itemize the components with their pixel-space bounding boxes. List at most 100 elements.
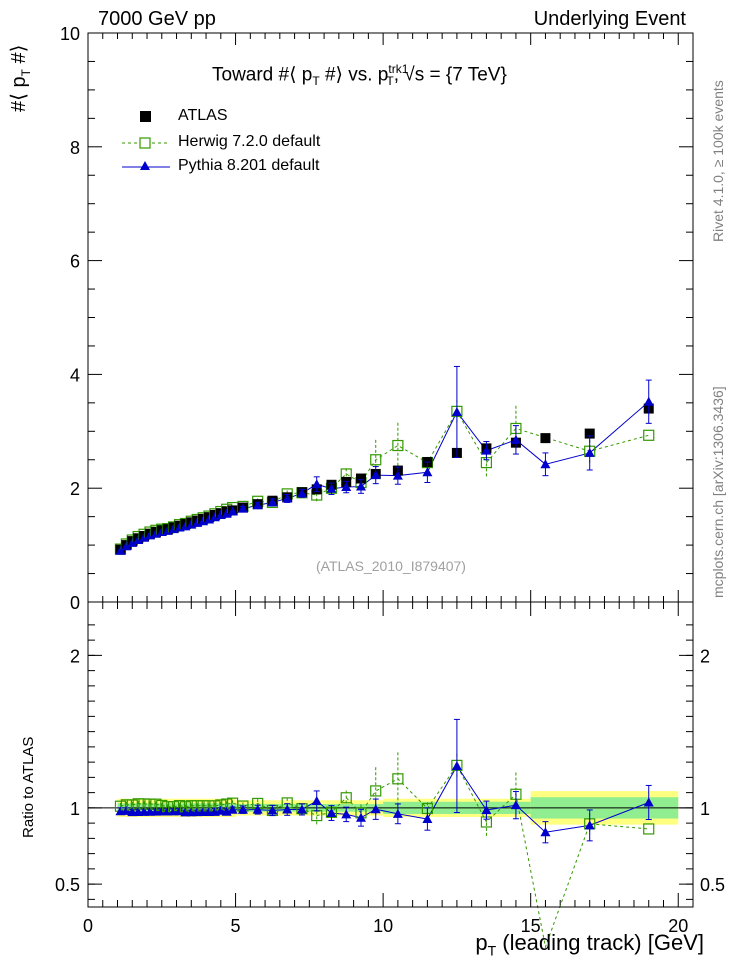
ratio-panel-frame [87, 601, 694, 908]
pythia-marker [643, 396, 654, 406]
ratio-panel-markers [114, 718, 655, 949]
pythia-marker [392, 470, 403, 480]
plot-title: Toward #⟨ pT #⟩ vs. ptrk1T, √s = {7 TeV} [212, 62, 507, 88]
pythia-ratio-marker [215, 805, 226, 815]
pythia-ratio-marker [643, 797, 654, 807]
title-post: , √s = {7 TeV} [393, 64, 507, 86]
x-axis-label: pT (leading track) [GeV] [475, 930, 704, 958]
pythia-ratio-marker [267, 805, 278, 815]
legend-markers [122, 111, 170, 170]
analysis-watermark: (ATLAS_2010_I879407) [316, 558, 466, 574]
pythia-marker [422, 467, 433, 477]
y-tick-label-top: 2 [70, 479, 80, 499]
y-tick-label-top: 10 [60, 24, 80, 44]
pythia-ratio-marker [370, 804, 381, 814]
legend-pythia-marker [140, 161, 150, 170]
ylabel-sub: T [19, 69, 33, 77]
pythia-marker [326, 483, 337, 493]
header-collision: 7000 GeV pp [98, 8, 216, 30]
pythia-ratio-marker [584, 820, 595, 830]
ylabel-pre: #⟨ p [8, 76, 30, 112]
legend-herwig-marker [139, 137, 151, 149]
pythia-marker [115, 545, 126, 555]
x-tick-label: 10 [373, 916, 393, 936]
pythia-marker [451, 406, 462, 416]
herwig-marker [392, 439, 404, 452]
herwig-ratio-marker [392, 773, 404, 785]
y-tick-label-ratio-right: 1 [700, 799, 710, 819]
mcplots-label: mcplots.cern.ch [arXiv:1306.3436] [710, 386, 726, 598]
pythia-ratio-marker [451, 760, 462, 770]
pythia-ratio-marker [311, 795, 322, 805]
y-tick-label-ratio-right: 2 [700, 646, 710, 666]
herwig-ratio-marker [340, 792, 352, 804]
y-tick-label-ratio-right: 0.5 [700, 875, 725, 895]
pythia-ratio-marker [252, 804, 263, 814]
title-mid: #⟩ vs. p [319, 64, 389, 86]
pythia-marker [204, 514, 214, 524]
pythia-ratio-marker [326, 808, 337, 818]
x-tick-label: 15 [521, 916, 541, 936]
x-tick-label: 5 [231, 916, 241, 936]
pythia-marker [139, 532, 150, 542]
legend-atlas-marker [140, 111, 151, 122]
pythia-ratio-marker [237, 804, 248, 814]
herwig-line [120, 410, 649, 550]
pythia-ratio-marker [341, 809, 352, 819]
atlas-marker [584, 428, 595, 439]
herwig-marker [643, 429, 655, 441]
uncertainty-bands [88, 791, 693, 825]
pythia-ratio-marker [481, 805, 492, 815]
pythia-marker [209, 512, 220, 522]
y-axis-label-ratio: Ratio to ATLAS [20, 736, 37, 838]
x-tick-label: 0 [83, 916, 93, 936]
ratio-panel-ticks: 0 5 10 15 20 0.5 0.5 1 1 2 2 [55, 602, 725, 936]
top-panel-markers [114, 365, 655, 555]
pythia-ratio-marker [422, 814, 433, 824]
pythia-marker [370, 470, 381, 480]
xlabel-post: (leading track) [GeV] [496, 930, 704, 955]
title-sup: trk1 [388, 62, 409, 76]
rivet-label: Rivet 4.1.0, ≥ 100k events [710, 80, 726, 242]
pythia-ratio-marker [282, 804, 293, 814]
pythia-marker [584, 447, 595, 457]
pythia-marker [121, 541, 132, 551]
header-analysis: Underlying Event [533, 8, 686, 30]
xlabel-pre: p [475, 930, 488, 955]
y-tick-label-top: 4 [70, 365, 80, 385]
y-axis-label-top: #⟨ pT #⟩ [6, 45, 33, 112]
pythia-marker [510, 434, 521, 444]
legend-herwig: Herwig 7.2.0 default [178, 133, 321, 150]
pythia-marker [311, 479, 322, 489]
pythia-line [120, 401, 650, 552]
pythia-ratio-marker [296, 804, 307, 814]
pythia-marker [540, 459, 551, 469]
y-tick-label-ratio: 0.5 [55, 875, 80, 895]
pythia-ratio-marker [392, 808, 403, 818]
pythia-marker [227, 506, 238, 516]
pythia-marker [355, 481, 366, 491]
pythia-marker [252, 500, 263, 510]
pythia-ratio-marker [355, 812, 366, 822]
title-pre: Toward #⟨ p [212, 64, 313, 86]
pythia-ratio-marker [540, 827, 551, 837]
pythia-marker [267, 497, 278, 507]
xlabel-sub: T [487, 942, 497, 959]
title-sub1: T [312, 74, 320, 89]
pythia-marker [127, 537, 138, 547]
atlas-marker [540, 433, 551, 444]
herwig-ratio-marker [643, 823, 655, 835]
pythia-marker [221, 508, 232, 518]
herwig-ratio-marker [370, 785, 382, 797]
x-tick-label: 20 [668, 916, 688, 936]
pythia-ratio-marker [174, 806, 185, 816]
pythia-marker [341, 482, 352, 492]
pythia-marker [237, 503, 248, 513]
y-tick-label-top: 6 [70, 252, 80, 272]
pythia-ratio-marker [227, 804, 238, 814]
pythia-ratio-marker [510, 800, 521, 810]
herwig-marker [370, 454, 382, 466]
y-tick-label-top: 0 [70, 593, 80, 613]
title-sub2: T [386, 74, 394, 89]
